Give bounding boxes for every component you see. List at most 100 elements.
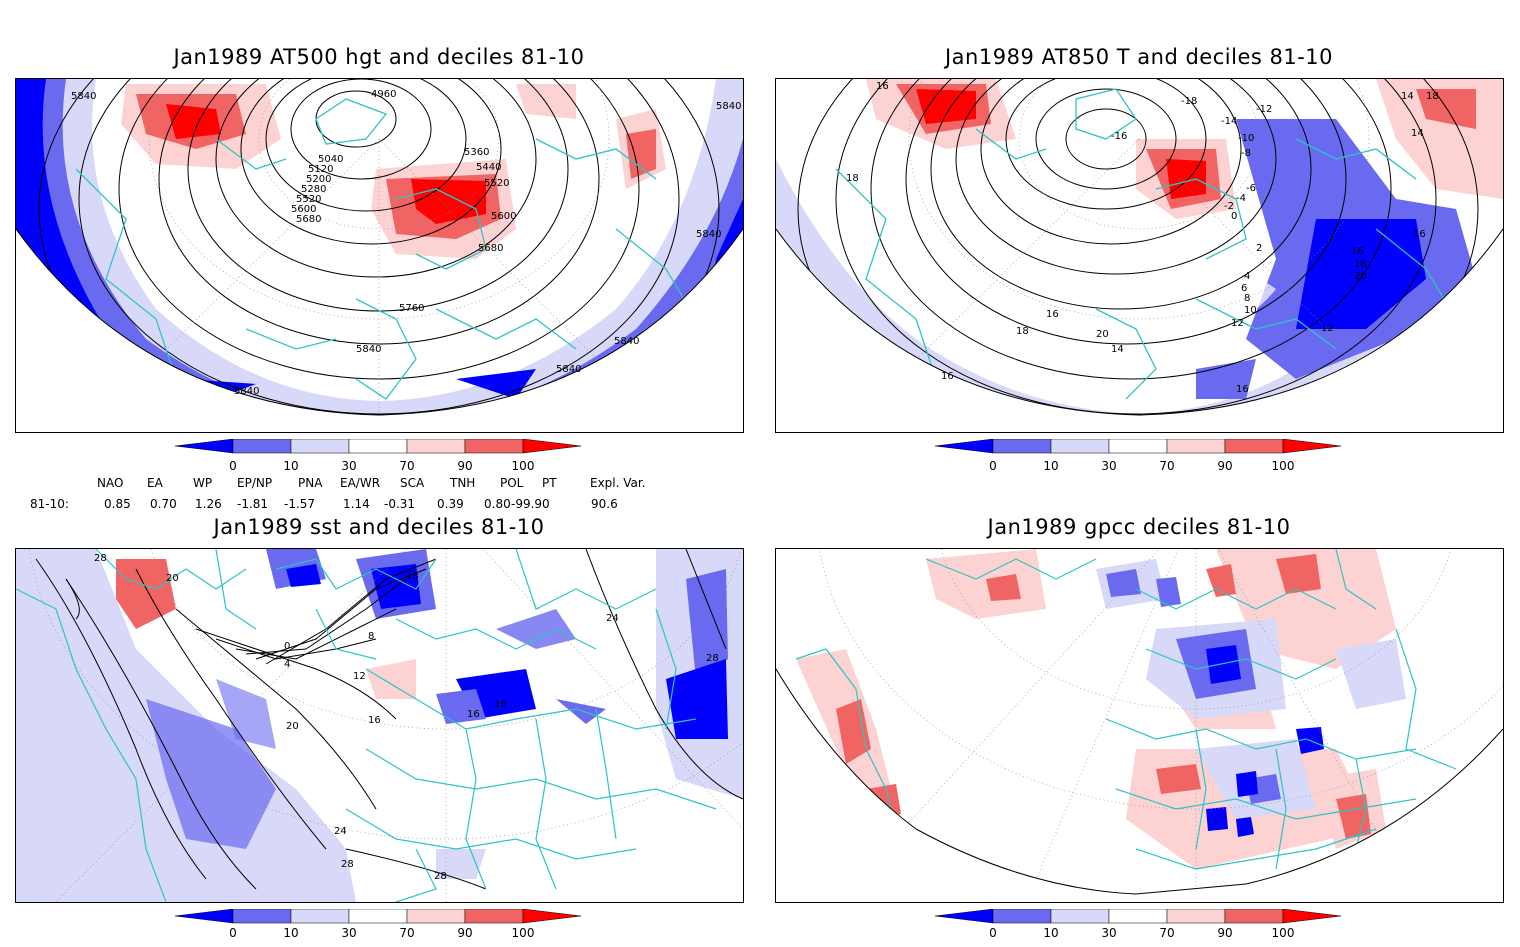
contour-label: 18 xyxy=(406,571,419,582)
index-header: PNA xyxy=(298,476,323,490)
contour-label: 8 xyxy=(368,631,374,642)
contour-label: 5840 xyxy=(356,344,381,355)
index-value: 1.14 xyxy=(343,497,370,511)
contour-label: 12 xyxy=(1231,318,1244,329)
contour-label: 5600 xyxy=(291,204,316,215)
index-header: SCA xyxy=(400,476,425,490)
contour-label: 28 xyxy=(341,859,354,870)
colorbar-tick: 30 xyxy=(1101,459,1117,473)
contour-label: 16 xyxy=(494,699,507,710)
contour-label: 18 xyxy=(1354,259,1367,270)
contour-label: 20 xyxy=(166,573,179,584)
colorbar-tick: 10 xyxy=(283,926,299,940)
colorbar-tl: 0 10 30 70 90 100 xyxy=(174,438,595,477)
panel-title-tr: Jan1989 AT850 T and deciles 81-10 xyxy=(944,45,1334,69)
contour-label: -4 xyxy=(1236,193,1246,204)
index-header: EA xyxy=(147,476,163,490)
contour-label: 12 xyxy=(1321,323,1334,334)
contour-label: -8 xyxy=(1241,148,1251,159)
contour-label: -6 xyxy=(1246,183,1256,194)
contour-label: 28 xyxy=(706,653,719,664)
index-header: POL xyxy=(500,476,524,490)
contour-label: 5360 xyxy=(464,147,489,158)
contour-label: 16 xyxy=(876,81,889,92)
contour-label: 5520 xyxy=(484,178,509,189)
contour-label: 5440 xyxy=(476,162,501,173)
contour-label: 4 xyxy=(1244,271,1250,282)
colorbar-tick: 30 xyxy=(1101,926,1117,940)
colorbar-tick: 0 xyxy=(229,926,237,940)
hgt500-contour-labels: 4960 5040 5120 5200 5280 5360 5440 5520 … xyxy=(71,89,741,397)
colorbar-tick: 90 xyxy=(457,459,473,473)
contour-label: 5840 xyxy=(71,91,96,102)
contour-label: 5760 xyxy=(399,303,424,314)
index-value: 1.26 xyxy=(195,497,222,511)
colorbar-tick: 90 xyxy=(1217,926,1233,940)
index-value: 0.70 xyxy=(150,497,177,511)
colorbar-tick: 70 xyxy=(399,459,415,473)
colorbar-tick: 10 xyxy=(1043,926,1059,940)
contour-label: -14 xyxy=(1221,116,1237,127)
contour-label: 28 xyxy=(94,553,107,564)
colorbar-tick: 100 xyxy=(1271,459,1295,473)
contour-label: 5040 xyxy=(318,154,343,165)
colorbar-tick: 70 xyxy=(1159,459,1175,473)
contour-label: 6 xyxy=(1241,283,1247,294)
contour-label: 5680 xyxy=(296,214,321,225)
index-value: 90.6 xyxy=(591,497,618,511)
index-header: TNH xyxy=(450,476,476,490)
colorbar-bl: 0 10 30 70 90 100 xyxy=(174,908,595,947)
contour-label: 24 xyxy=(334,826,347,837)
contour-label: 18 xyxy=(1016,326,1029,337)
map-panel-t850: -18 -16 -14 -12 -10 -8 -6 -4 -2 0 2 4 6 … xyxy=(775,78,1504,433)
contour-label: 16 xyxy=(467,709,480,720)
contour-label: 5120 xyxy=(308,164,333,175)
map-panel-hgt500: 4960 5040 5120 5200 5280 5360 5440 5520 … xyxy=(15,78,744,433)
contour-label: 18 xyxy=(1426,91,1439,102)
contour-label: 4960 xyxy=(371,89,396,100)
contour-label: 20 xyxy=(1354,271,1367,282)
contour-label: 12 xyxy=(353,671,366,682)
colorbar-tick: 10 xyxy=(283,459,299,473)
index-value: 0.85 xyxy=(104,497,131,511)
contour-label: 14 xyxy=(1411,128,1424,139)
contour-label: 10 xyxy=(1244,305,1257,316)
index-header: Expl. Var. xyxy=(590,476,646,490)
index-header: PT xyxy=(542,476,557,490)
contour-label: 2 xyxy=(1256,243,1262,254)
index-value: 0.80 xyxy=(484,497,511,511)
contour-label: 5840 xyxy=(716,101,741,112)
map-hgt500-svg: 4960 5040 5120 5200 5280 5360 5440 5520 … xyxy=(16,79,743,416)
contour-label: 0 xyxy=(1231,211,1237,222)
contour-label: 5280 xyxy=(301,184,326,195)
index-value: -0.31 xyxy=(384,497,416,511)
colorbar-tick: 90 xyxy=(457,926,473,940)
colorbar-tick: 30 xyxy=(341,459,357,473)
contour-label: 16 xyxy=(1413,229,1426,240)
index-values: 81-10: 0.85 0.70 1.26 -1.81 -1.57 1.14 -… xyxy=(0,497,760,513)
contour-label: 0 xyxy=(284,641,290,652)
sst-contour-labels: 28 20 0 4 8 12 16 20 24 28 28 24 28 16 1… xyxy=(94,553,719,882)
contour-label: -2 xyxy=(1224,201,1234,212)
contour-label: 14 xyxy=(1111,344,1124,355)
contour-label: 16 xyxy=(941,371,954,382)
index-header: EP/NP xyxy=(237,476,273,490)
contour-label: 16 xyxy=(368,715,381,726)
contour-label: 5840 xyxy=(696,229,721,240)
map-t850-svg: -18 -16 -14 -12 -10 -8 -6 -4 -2 0 2 4 6 … xyxy=(776,79,1503,416)
index-value: -99.90 xyxy=(511,497,550,511)
index-headers: NAO EA WP EP/NP PNA EA/WR SCA TNH POL PT… xyxy=(0,476,760,492)
map-panel-sst: 28 20 0 4 8 12 16 20 24 28 28 24 28 16 1… xyxy=(15,548,744,903)
colorbar-tick: 30 xyxy=(341,926,357,940)
contour-label: 5520 xyxy=(296,194,321,205)
colorbar-tick: 100 xyxy=(511,926,535,940)
index-header: EA/WR xyxy=(340,476,381,490)
contour-label: 5200 xyxy=(306,174,331,185)
contour-label: 5680 xyxy=(478,243,503,254)
colorbar-tick: 70 xyxy=(399,926,415,940)
contour-label: -12 xyxy=(1256,104,1272,115)
contour-label: 5600 xyxy=(491,211,516,222)
index-value: 0.39 xyxy=(437,497,464,511)
colorbar-tl-svg xyxy=(174,438,582,454)
colorbar-br: 0 10 30 70 90 100 xyxy=(934,908,1355,947)
